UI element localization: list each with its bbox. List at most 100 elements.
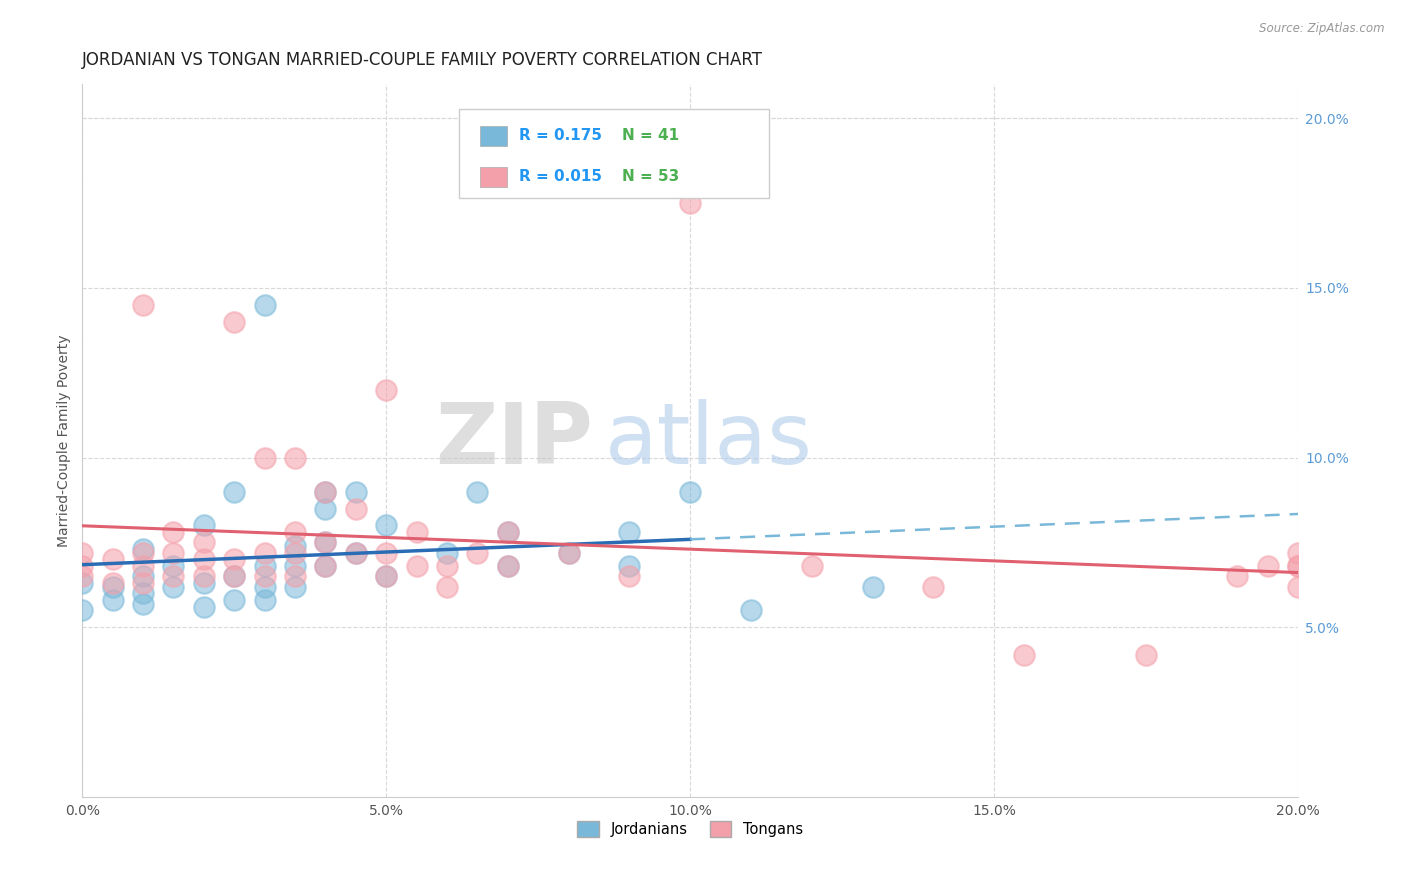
Point [132,298,155,312]
Point [344,484,367,499]
Point [284,546,307,560]
Point [193,599,215,614]
Point [344,501,367,516]
Point [224,315,246,329]
Point [375,569,398,583]
Point [72,603,94,617]
Point [922,580,945,594]
Point [162,546,184,560]
Point [314,501,336,516]
Point [405,559,427,574]
Point [132,559,155,574]
Point [375,518,398,533]
Point [132,576,155,591]
Point [101,576,124,591]
Point [679,484,702,499]
Point [193,552,215,566]
Point [193,518,215,533]
Point [224,593,246,607]
Point [344,546,367,560]
Point [557,546,579,560]
Text: JORDANIAN VS TONGAN MARRIED-COUPLE FAMILY POVERTY CORRELATION CHART: JORDANIAN VS TONGAN MARRIED-COUPLE FAMIL… [83,51,763,69]
Point [436,580,458,594]
Point [132,586,155,600]
Point [193,569,215,583]
Point [253,580,276,594]
Point [253,569,276,583]
Point [619,525,641,540]
Point [862,580,884,594]
Y-axis label: Married-Couple Family Poverty: Married-Couple Family Poverty [58,334,72,547]
Point [253,546,276,560]
Point [1286,546,1309,560]
Point [162,569,184,583]
Point [101,552,124,566]
Point [224,569,246,583]
Point [284,525,307,540]
Point [162,559,184,574]
Legend: Jordanians, Tongans: Jordanians, Tongans [571,814,808,843]
Point [496,525,519,540]
Point [1257,559,1279,574]
Text: R = 0.175: R = 0.175 [519,128,602,143]
Text: N = 53: N = 53 [621,169,679,184]
Point [224,552,246,566]
Point [101,593,124,607]
Point [314,535,336,549]
Point [224,484,246,499]
Point [375,546,398,560]
Point [679,196,702,211]
Point [405,525,427,540]
Point [284,539,307,553]
Text: R = 0.015: R = 0.015 [519,169,602,184]
Point [162,580,184,594]
Point [132,546,155,560]
Point [72,559,94,574]
Point [375,383,398,397]
FancyBboxPatch shape [460,109,769,198]
Point [375,569,398,583]
Point [436,546,458,560]
Bar [479,167,506,186]
Point [284,580,307,594]
Point [284,569,307,583]
Point [314,484,336,499]
Point [314,484,336,499]
Point [132,542,155,557]
Text: Source: ZipAtlas.com: Source: ZipAtlas.com [1260,22,1385,36]
Point [72,546,94,560]
Point [1286,559,1309,574]
Point [101,580,124,594]
Point [344,546,367,560]
Point [496,525,519,540]
Point [162,525,184,540]
Text: atlas: atlas [605,399,813,482]
Point [496,559,519,574]
Point [132,597,155,611]
Point [224,569,246,583]
Point [314,535,336,549]
Point [314,559,336,574]
Point [284,450,307,465]
Bar [479,126,506,145]
Point [1286,559,1309,574]
Point [1135,648,1157,662]
Point [132,569,155,583]
Point [467,484,489,499]
Point [436,559,458,574]
Point [253,450,276,465]
Point [72,576,94,591]
Point [1226,569,1249,583]
Point [800,559,823,574]
Point [496,559,519,574]
Point [557,546,579,560]
Point [467,546,489,560]
Text: N = 41: N = 41 [621,128,679,143]
Point [253,298,276,312]
Text: ZIP: ZIP [434,399,593,482]
Point [1014,648,1036,662]
Point [314,559,336,574]
Point [1286,580,1309,594]
Point [619,559,641,574]
Point [72,569,94,583]
